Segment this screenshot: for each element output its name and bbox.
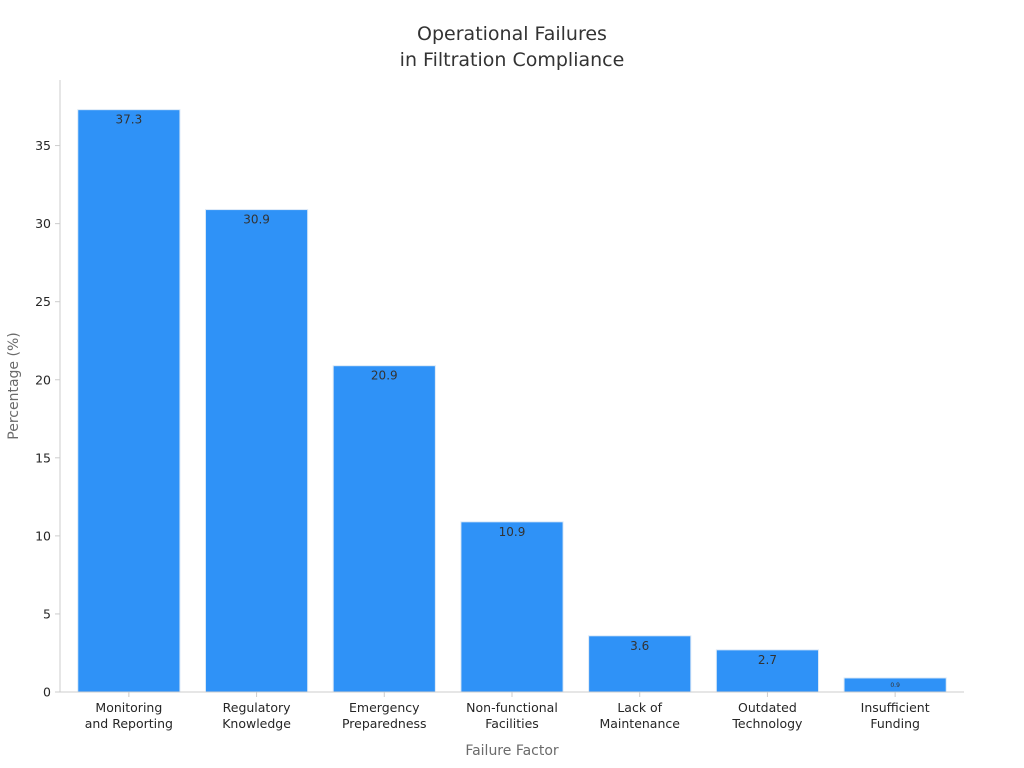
chart-title-line-1: Operational Failures [417, 23, 607, 45]
x-tick-label-5-line-1: Lack of [617, 700, 662, 715]
bar-1 [77, 109, 181, 693]
x-tick-label-3-line-1: Emergency [349, 700, 420, 715]
y-tick-label-15: 15 [35, 450, 51, 465]
y-tick-label-35: 35 [35, 138, 51, 153]
y-ticks-group: 0 5 10 15 20 25 30 35 [35, 138, 60, 700]
chart-title-line-2: in Filtration Compliance [400, 49, 625, 71]
bar-5 [588, 635, 692, 693]
bar-4 [460, 521, 564, 693]
y-tick-label-5: 5 [43, 606, 51, 621]
y-tick-label-0: 0 [43, 685, 51, 700]
y-tick-label-30: 30 [35, 216, 51, 231]
x-axis-label: Failure Factor [465, 743, 559, 759]
x-tick-label-5-line-2: Maintenance [599, 716, 680, 731]
x-tick-label-1-line-2: and Reporting [85, 716, 173, 731]
x-tick-label-4-line-1: Non-functional [466, 700, 558, 715]
data-label-6: 2.7 [758, 653, 777, 667]
x-tick-label-2-line-1: Regulatory [223, 700, 291, 715]
x-tick-label-6-line-2: Technology [731, 716, 803, 731]
data-label-4: 10.9 [499, 525, 526, 539]
x-tick-label-7-line-2: Funding [870, 716, 920, 731]
data-label-3: 20.9 [371, 369, 398, 383]
bars-group [77, 109, 947, 693]
y-tick-label-20: 20 [35, 372, 51, 387]
y-tick-label-25: 25 [35, 294, 51, 309]
x-tick-label-1-line-1: Monitoring [95, 700, 162, 715]
data-label-5: 3.6 [630, 639, 649, 653]
y-axis-label: Percentage (%) [6, 332, 22, 439]
bar-3 [332, 365, 436, 693]
x-tick-label-6-line-1: Outdated [738, 700, 797, 715]
bar-2 [204, 209, 309, 693]
x-tick-label-4-line-2: Facilities [485, 716, 539, 731]
data-label-7: 0.9 [890, 682, 900, 689]
data-labels-group: 37.3 30.9 20.9 10.9 3.6 2.7 0.9 [115, 113, 900, 689]
x-tick-label-7-line-1: Insufficient [861, 700, 930, 715]
data-label-1: 37.3 [115, 113, 142, 127]
x-tick-label-3-line-2: Preparedness [342, 716, 427, 731]
x-tick-label-2-line-2: Knowledge [222, 716, 291, 731]
bar-6 [715, 649, 820, 693]
y-tick-label-10: 10 [35, 528, 51, 543]
data-label-2: 30.9 [243, 213, 270, 227]
